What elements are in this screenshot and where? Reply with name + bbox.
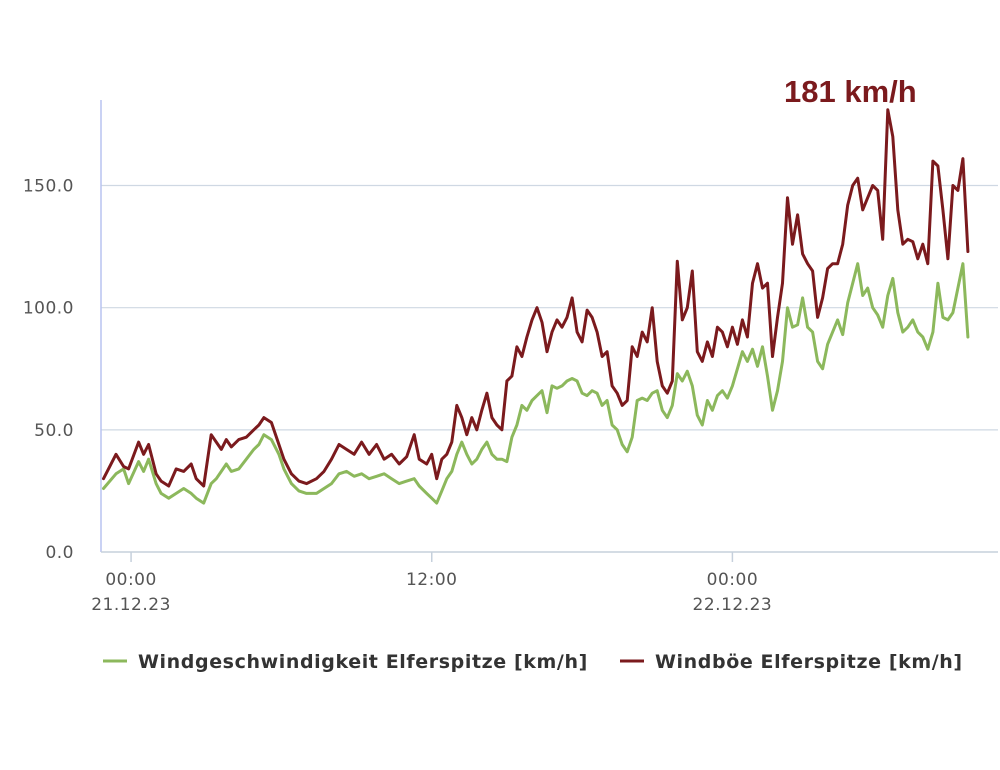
series-line-1 <box>102 108 970 488</box>
y-tick-label: 100.0 <box>23 299 74 319</box>
x-tick-time: 00:00 <box>707 570 759 590</box>
x-tick-date: 22.12.23 <box>693 595 773 615</box>
x-tick-time: 12:00 <box>406 570 458 590</box>
y-tick-label: 50.0 <box>34 421 74 441</box>
x-tick-time: 00:00 <box>105 570 157 590</box>
y-tick-label: 0.0 <box>45 543 74 563</box>
peak-annotation: 181 km/h <box>784 74 917 109</box>
y-tick-label: 150.0 <box>23 177 74 197</box>
x-tick-date: 21.12.23 <box>91 595 171 615</box>
legend-item-label: Windböe Elferspitze [km/h] <box>655 651 963 673</box>
legend-item-label: Windgeschwindigkeit Elferspitze [km/h] <box>138 651 588 673</box>
series-line-0 <box>102 262 970 505</box>
series-lines <box>102 108 970 505</box>
legend: Windgeschwindigkeit Elferspitze [km/h] Wi… <box>103 651 963 673</box>
grid-lines <box>101 184 998 431</box>
y-axis-ticks: 0.0 50.0 100.0 150.0 <box>23 177 74 563</box>
x-axis: 00:00 21.12.23 12:00 00:00 22.12.23 <box>91 100 998 615</box>
